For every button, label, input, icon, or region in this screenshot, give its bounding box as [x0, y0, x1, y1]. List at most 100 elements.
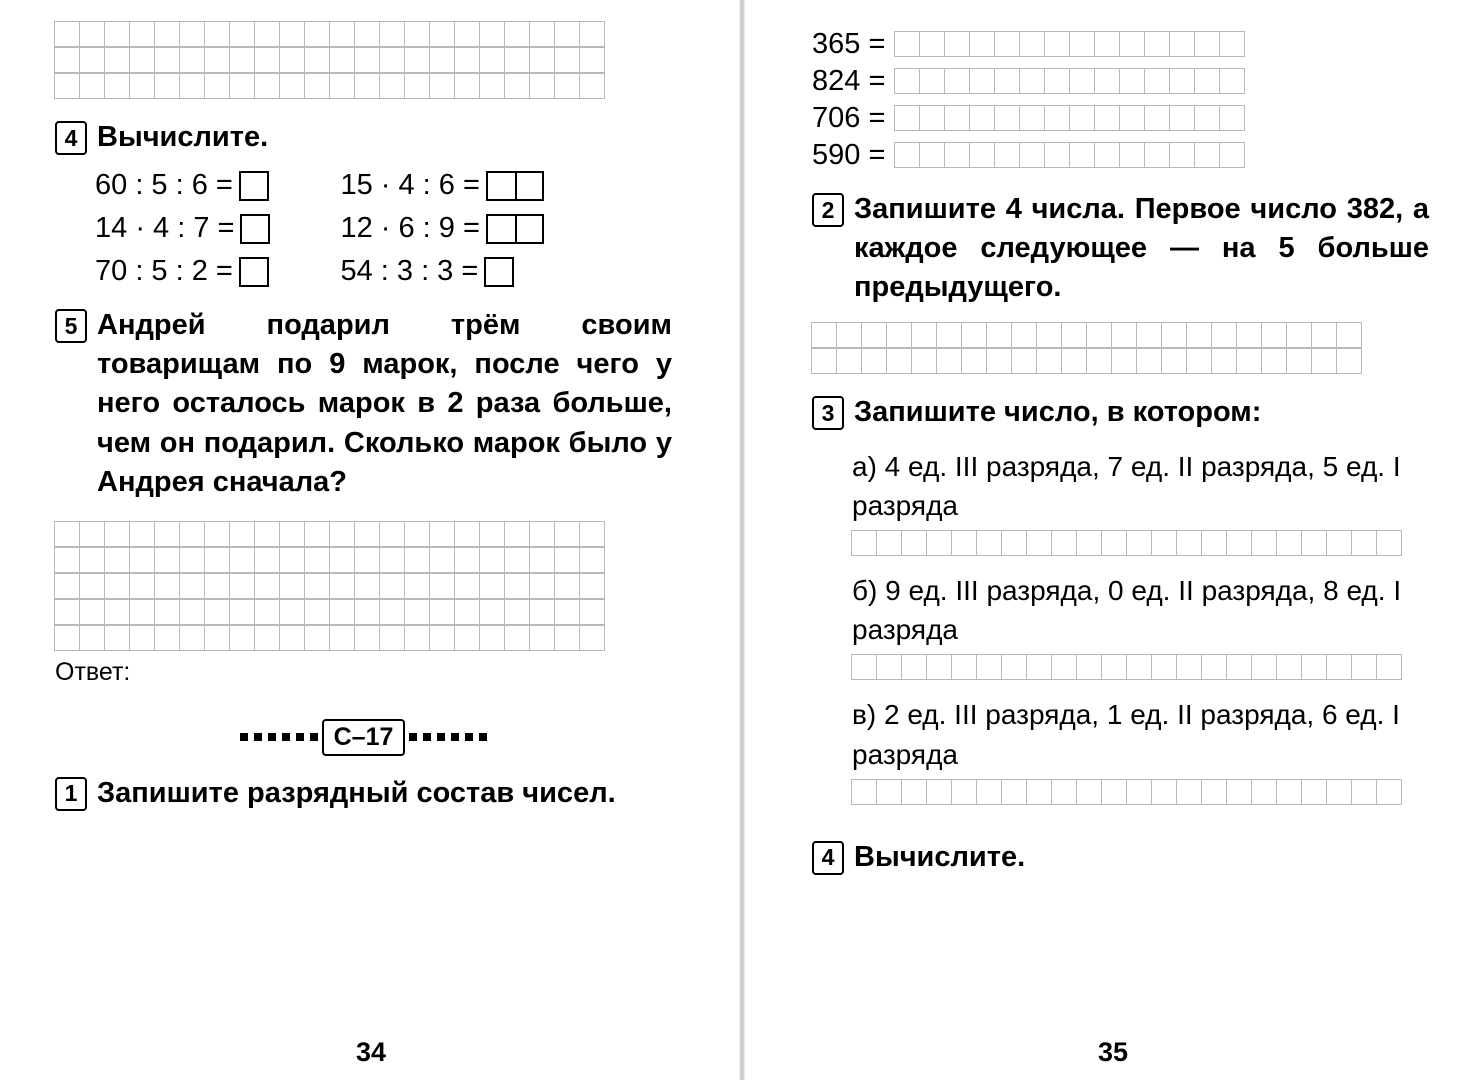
- grid-cell[interactable]: [994, 68, 1020, 94]
- grid-cell[interactable]: [1069, 68, 1095, 94]
- grid-cell[interactable]: [479, 573, 505, 599]
- grid-cell[interactable]: [454, 573, 480, 599]
- grid-cell[interactable]: [1276, 654, 1302, 680]
- grid-cell[interactable]: [554, 547, 580, 573]
- grid-cell[interactable]: [329, 21, 355, 47]
- grid-cell[interactable]: [886, 348, 912, 374]
- grid-cell[interactable]: [404, 47, 430, 73]
- grid-cell[interactable]: [994, 142, 1020, 168]
- grid-cell[interactable]: [129, 547, 155, 573]
- grid-cell[interactable]: [79, 73, 105, 99]
- grid-cell[interactable]: [429, 21, 455, 47]
- grid-cell[interactable]: [129, 21, 155, 47]
- grid-cell[interactable]: [1144, 105, 1170, 131]
- grid-cell[interactable]: [529, 625, 555, 651]
- grid-cell[interactable]: [976, 779, 1002, 805]
- grid-cell[interactable]: [254, 21, 280, 47]
- grid-cell[interactable]: [1176, 779, 1202, 805]
- grid-cell[interactable]: [254, 599, 280, 625]
- grid-cell[interactable]: [1036, 348, 1062, 374]
- grid-cell[interactable]: [1144, 68, 1170, 94]
- grid-cell[interactable]: [79, 599, 105, 625]
- grid-cell[interactable]: [1301, 530, 1327, 556]
- grid-cell[interactable]: [329, 599, 355, 625]
- grid-cell[interactable]: [329, 625, 355, 651]
- grid-cell[interactable]: [104, 521, 130, 547]
- grid-cell[interactable]: [304, 21, 330, 47]
- grid-cell[interactable]: [1019, 68, 1045, 94]
- grid-cell[interactable]: [504, 521, 530, 547]
- grid-cell[interactable]: [1011, 348, 1037, 374]
- grid-cell[interactable]: [1036, 322, 1062, 348]
- grid-cell[interactable]: [1326, 779, 1352, 805]
- grid-cell[interactable]: [429, 547, 455, 573]
- grid-cell[interactable]: [1111, 348, 1137, 374]
- grid-cell[interactable]: [944, 31, 970, 57]
- grid-cell[interactable]: [1126, 530, 1152, 556]
- grid-cell[interactable]: [79, 573, 105, 599]
- grid-cell[interactable]: [1251, 654, 1277, 680]
- grid-cell[interactable]: [229, 599, 255, 625]
- grid-cell[interactable]: [479, 47, 505, 73]
- grid-cell[interactable]: [1194, 31, 1220, 57]
- grid-cell[interactable]: [976, 654, 1002, 680]
- grid-cell[interactable]: [279, 599, 305, 625]
- grid-cell[interactable]: [529, 573, 555, 599]
- grid-cell[interactable]: [919, 68, 945, 94]
- grid-cell[interactable]: [229, 547, 255, 573]
- grid-cell[interactable]: [354, 547, 380, 573]
- grid-cell[interactable]: [129, 625, 155, 651]
- grid-cell[interactable]: [104, 73, 130, 99]
- grid-cell[interactable]: [104, 21, 130, 47]
- grid-cell[interactable]: [554, 47, 580, 73]
- grid-cell[interactable]: [279, 73, 305, 99]
- grid-cell[interactable]: [1286, 348, 1312, 374]
- grid-cell[interactable]: [429, 521, 455, 547]
- grid-cell[interactable]: [404, 521, 430, 547]
- grid-cell[interactable]: [554, 573, 580, 599]
- grid-cell[interactable]: [254, 625, 280, 651]
- grid-cell[interactable]: [279, 521, 305, 547]
- grid-cell[interactable]: [1194, 105, 1220, 131]
- grid-cell[interactable]: [894, 105, 920, 131]
- grid-cell[interactable]: [1161, 322, 1187, 348]
- grid-cell[interactable]: [1026, 654, 1052, 680]
- grid-cell[interactable]: [1026, 530, 1052, 556]
- grid-cell[interactable]: [894, 31, 920, 57]
- grid-cell[interactable]: [304, 573, 330, 599]
- grid-cell[interactable]: [1019, 105, 1045, 131]
- grid-cell[interactable]: [79, 547, 105, 573]
- grid-cell[interactable]: [1311, 348, 1337, 374]
- grid-cell[interactable]: [926, 530, 952, 556]
- grid-cell[interactable]: [179, 73, 205, 99]
- grid-cell[interactable]: [1326, 654, 1352, 680]
- grid-cell[interactable]: [1211, 348, 1237, 374]
- grid-cell[interactable]: [279, 47, 305, 73]
- grid-cell[interactable]: [969, 105, 995, 131]
- grid-cell[interactable]: [894, 142, 920, 168]
- grid-cell[interactable]: [1094, 105, 1120, 131]
- grid-cell[interactable]: [454, 521, 480, 547]
- grid-cell[interactable]: [1351, 530, 1377, 556]
- grid-cell[interactable]: [1019, 142, 1045, 168]
- grid-cell[interactable]: [579, 599, 605, 625]
- grid-cell[interactable]: [1236, 322, 1262, 348]
- grid-cell[interactable]: [104, 625, 130, 651]
- grid-cell[interactable]: [1044, 31, 1070, 57]
- grid-cell[interactable]: [79, 625, 105, 651]
- grid-cell[interactable]: [951, 530, 977, 556]
- grid-cell[interactable]: [1161, 348, 1187, 374]
- grid-cell[interactable]: [404, 21, 430, 47]
- grid-cell[interactable]: [986, 322, 1012, 348]
- grid-cell[interactable]: [1226, 779, 1252, 805]
- grid-cell[interactable]: [229, 625, 255, 651]
- grid-cell[interactable]: [911, 322, 937, 348]
- grid-cell[interactable]: [254, 47, 280, 73]
- grid-cell[interactable]: [579, 47, 605, 73]
- grid-cell[interactable]: [1061, 322, 1087, 348]
- grid-cell[interactable]: [1336, 322, 1362, 348]
- grid-cell[interactable]: [179, 547, 205, 573]
- grid-cell[interactable]: [876, 530, 902, 556]
- grid-cell[interactable]: [79, 21, 105, 47]
- grid-cell[interactable]: [1336, 348, 1362, 374]
